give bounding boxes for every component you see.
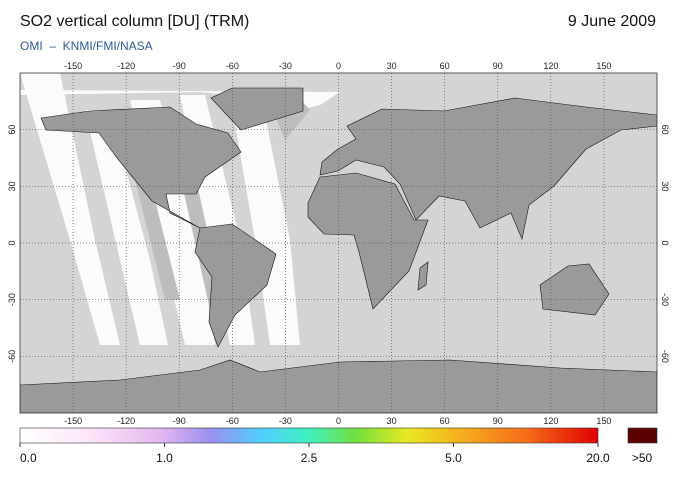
graticule [20, 73, 657, 413]
eurasia [319, 97, 657, 241]
lon-tick-label: -30 [279, 416, 292, 426]
africa [307, 172, 429, 310]
colorbar-overflow [627, 427, 658, 444]
south-america [194, 223, 277, 348]
title: SO2 vertical column [DU] (TRM) [20, 13, 249, 30]
date: 9 June 2009 [568, 13, 656, 30]
lon-tick-label: -60 [226, 61, 239, 71]
lon-tick-label: -90 [173, 61, 186, 71]
lon-tick-label: 60 [440, 416, 450, 426]
map [20, 73, 657, 413]
lon-tick-label: 30 [387, 416, 397, 426]
lat-tick-label: 60 [7, 125, 17, 135]
lon-tick-label: 150 [596, 416, 611, 426]
lon-tick-label: -150 [64, 416, 82, 426]
north-america [40, 106, 242, 229]
colorbar [19, 427, 599, 444]
source: OMI – KNMI/FMI/NASA [20, 39, 153, 53]
lon-tick-label: -150 [64, 61, 82, 71]
madagascar [417, 261, 429, 291]
lat-tick-label: 30 [660, 181, 670, 191]
colorbar-label: 2.5 [301, 451, 318, 465]
lat-tick-label: -30 [660, 293, 670, 306]
lon-tick-label: 60 [440, 61, 450, 71]
overflow-label: >50 [632, 451, 653, 465]
lat-tick-label: -60 [660, 350, 670, 363]
lat-tick-label: -60 [7, 350, 17, 363]
lat-tick-label: 60 [660, 125, 670, 135]
colorbar-label: 5.0 [445, 451, 462, 465]
colorbar-label: 0.0 [20, 451, 37, 465]
lon-tick-label: 150 [596, 61, 611, 71]
lon-tick-label: 120 [543, 61, 558, 71]
lat-tick-label: 30 [7, 181, 17, 191]
australia [539, 263, 610, 316]
lon-tick-label: 90 [493, 61, 503, 71]
lat-tick-label: 0 [660, 240, 670, 245]
colorbar-label: 20.0 [586, 451, 610, 465]
lon-tick-label: 0 [336, 61, 341, 71]
lat-tick-label: -30 [7, 293, 17, 306]
lon-tick-label: -30 [279, 61, 292, 71]
lon-tick-label: -60 [226, 416, 239, 426]
colorbar-label: 1.0 [156, 451, 173, 465]
greenland [210, 87, 304, 131]
lon-tick-label: -120 [117, 416, 135, 426]
lat-tick-label: 0 [7, 240, 17, 245]
lon-tick-label: 90 [493, 416, 503, 426]
lon-tick-label: 120 [543, 416, 558, 426]
lon-tick-label: -120 [117, 61, 135, 71]
lon-tick-label: 30 [387, 61, 397, 71]
map-frame [19, 72, 658, 414]
lon-tick-label: -90 [173, 416, 186, 426]
lon-tick-label: 0 [336, 416, 341, 426]
